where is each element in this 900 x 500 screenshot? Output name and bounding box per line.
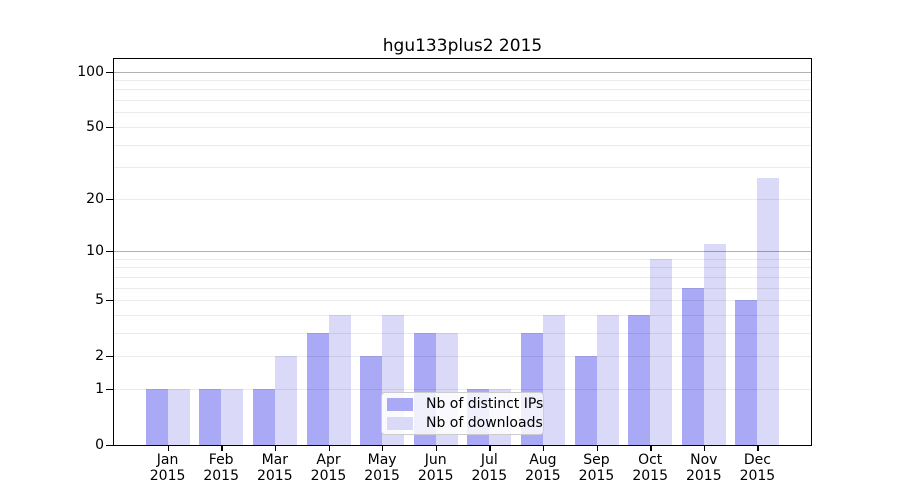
- gridline-y1: [114, 388, 811, 390]
- x-tick-label-may: May 2015: [364, 452, 400, 484]
- y-tick-mark-1: [106, 388, 113, 391]
- x-tick-mark-aug: [542, 445, 545, 451]
- x-tick-mark-jun: [435, 445, 438, 451]
- x-tick-label-jun: Jun 2015: [417, 452, 454, 484]
- gridline-y10: [114, 251, 811, 252]
- gridline-y9: [114, 258, 811, 260]
- gridline-y70: [114, 100, 811, 102]
- bar-distinct-ips-apr: [306, 332, 329, 445]
- gridline-y40: [114, 144, 811, 146]
- y-tick-label-5: 5: [95, 292, 104, 308]
- y-tick-label-0: 0: [95, 437, 104, 453]
- x-tick-label-aug: Aug 2015: [525, 452, 561, 484]
- legend-item-distinct-ips: Nb of distinct IPs: [387, 395, 544, 412]
- y-tick-label-2: 2: [95, 348, 104, 365]
- y-tick-label-50: 50: [86, 118, 104, 135]
- x-tick-mark-may: [382, 445, 384, 451]
- x-tick-mark-mar: [274, 445, 277, 451]
- y-tick-mark-50: [106, 126, 113, 129]
- gridline-y90: [114, 80, 811, 81]
- x-tick-label-jul: Jul 2015: [471, 452, 508, 484]
- x-tick-label-apr: Apr 2015: [310, 452, 347, 484]
- x-tick-mark-jan: [167, 445, 169, 451]
- y-tick-label-10: 10: [86, 243, 104, 259]
- y-tick-label-20: 20: [86, 190, 104, 207]
- bar-distinct-ips-nov: [681, 287, 704, 445]
- bar-downloads-aug: [542, 314, 565, 445]
- legend-swatch-distinct-ips: [387, 397, 413, 411]
- y-tick-mark-0: [106, 445, 113, 447]
- plot-area: Nb of distinct IPs Nb of downloads: [113, 58, 812, 446]
- bar-distinct-ips-oct: [628, 314, 651, 445]
- gridline-y2: [114, 356, 811, 358]
- y-tick-mark-100: [106, 71, 113, 73]
- bar-distinct-ips-may: [360, 356, 383, 445]
- gridline-y4: [114, 314, 811, 316]
- x-tick-label-jan: Jan 2015: [149, 452, 186, 484]
- bar-distinct-ips-feb: [199, 388, 222, 445]
- gridline-y80: [114, 89, 811, 91]
- x-tick-mark-jul: [489, 445, 491, 451]
- bar-downloads-nov: [703, 243, 726, 445]
- bar-downloads-oct: [650, 258, 673, 445]
- gridline-y60: [114, 112, 811, 114]
- y-tick-mark-10: [106, 251, 113, 253]
- x-tick-mark-nov: [703, 445, 706, 451]
- y-tick-mark-5: [106, 300, 113, 302]
- bar-downloads-feb: [221, 388, 244, 445]
- gridline-y7: [114, 276, 811, 278]
- x-tick-label-sep: Sep 2015: [578, 452, 615, 484]
- y-tick-mark-20: [106, 198, 113, 201]
- x-tick-mark-oct: [650, 445, 652, 451]
- bar-downloads-dec: [757, 178, 780, 445]
- legend: Nb of distinct IPs Nb of downloads: [381, 392, 544, 435]
- x-tick-label-mar: Mar 2015: [256, 452, 293, 484]
- bar-downloads-mar: [274, 356, 297, 445]
- gridline-y30: [114, 167, 811, 169]
- gridline-y5: [114, 300, 811, 301]
- x-tick-label-oct: Oct 2015: [632, 452, 668, 484]
- x-tick-mark-sep: [596, 445, 598, 451]
- x-tick-label-nov: Nov 2015: [685, 452, 722, 484]
- bar-downloads-apr: [328, 314, 351, 445]
- x-tick-mark-feb: [221, 445, 223, 451]
- y-tick-label-100: 100: [77, 63, 104, 80]
- legend-label-distinct-ips: Nb of distinct IPs: [426, 395, 544, 412]
- chart-title: hgu133plus2 2015: [382, 36, 543, 56]
- gridline-y20: [114, 198, 811, 200]
- gridline-y3: [114, 332, 811, 334]
- bar-downloads-sep: [596, 314, 619, 445]
- y-tick-mark-2: [106, 356, 113, 358]
- gridline-y100: [114, 71, 811, 73]
- bar-distinct-ips-jan: [145, 388, 168, 445]
- bar-distinct-ips-sep: [574, 356, 597, 445]
- gridline-y6: [114, 287, 811, 289]
- gridline-y50: [114, 126, 811, 128]
- x-tick-label-feb: Feb 2015: [203, 452, 239, 484]
- gridline-y8: [114, 267, 811, 269]
- x-tick-label-dec: Dec 2015: [739, 452, 776, 484]
- y-tick-label-1: 1: [95, 380, 104, 397]
- bar-distinct-ips-dec: [735, 300, 758, 445]
- legend-label-downloads: Nb of downloads: [426, 414, 543, 431]
- x-tick-mark-dec: [757, 445, 759, 451]
- x-tick-mark-apr: [328, 445, 330, 451]
- bar-distinct-ips-mar: [252, 388, 275, 445]
- legend-item-downloads: Nb of downloads: [387, 414, 543, 431]
- legend-swatch-downloads: [387, 416, 413, 430]
- bar-downloads-jan: [167, 388, 190, 445]
